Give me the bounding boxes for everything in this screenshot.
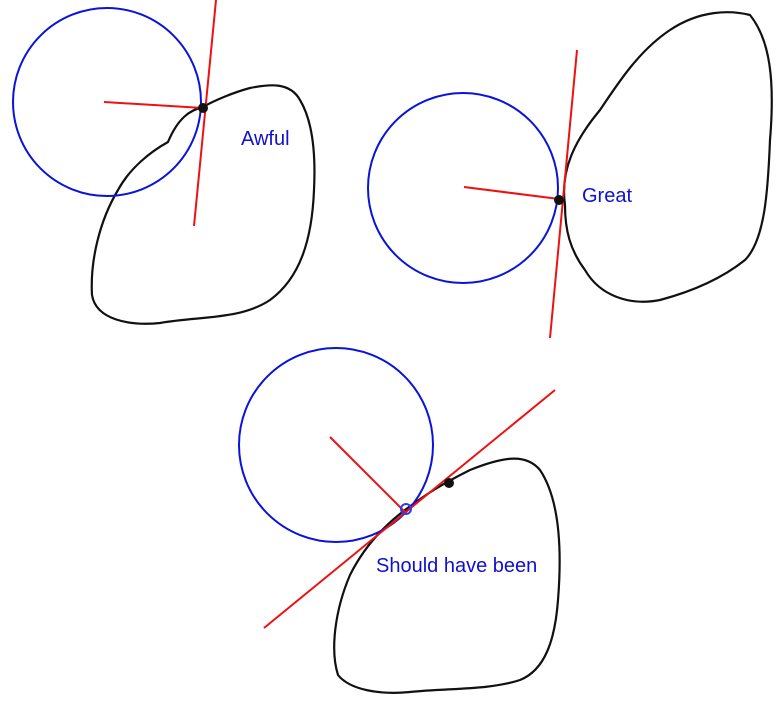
corrected-contact-point — [400, 503, 412, 515]
panel-great: Great — [367, 11, 773, 339]
blob-shape — [333, 457, 561, 694]
contact-point — [444, 478, 454, 488]
panel-label: Should have been — [376, 555, 537, 577]
tangent-line — [193, 0, 217, 227]
radius-line — [329, 436, 406, 513]
radius-line — [103, 101, 204, 109]
contact-point — [198, 103, 208, 113]
tangent-line — [549, 49, 578, 339]
contact-point — [554, 195, 564, 205]
tangent-line — [263, 389, 556, 629]
osculating-circle — [238, 347, 434, 543]
osculating-circle — [367, 92, 559, 284]
panel-label: Awful — [241, 128, 290, 150]
panel-should-have-been: Should have been — [238, 347, 561, 694]
osculating-circle — [12, 7, 202, 197]
blob-shape — [563, 11, 773, 303]
panel-label: Great — [582, 185, 632, 207]
blob-shape — [90, 84, 316, 325]
panel-awful: Awful — [12, 0, 316, 325]
radius-line — [463, 186, 560, 200]
